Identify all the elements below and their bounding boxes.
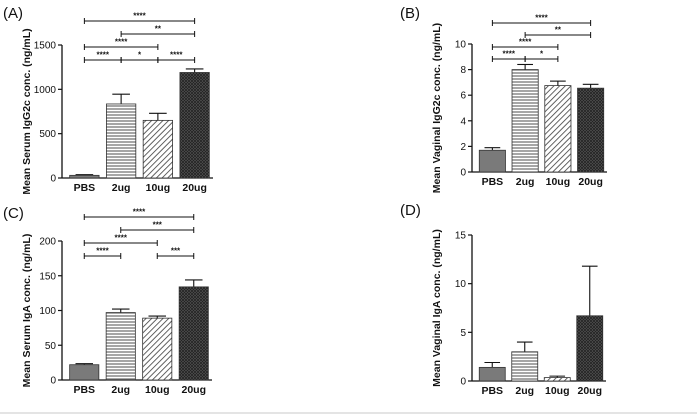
bar-10ug [142, 119, 173, 179]
y-tick-label: 2 [460, 142, 466, 153]
x-category-label: 20ug [181, 384, 206, 396]
x-category-label: 2ug [516, 176, 535, 188]
bar-PBS [69, 174, 100, 179]
y-tick-label: 0 [460, 168, 466, 179]
significance-label: **** [503, 50, 516, 59]
x-category-label: PBS [74, 182, 96, 194]
x-category-label: 2ug [111, 384, 130, 396]
bar-10ug [544, 85, 572, 173]
y-tick-label: 8 [460, 65, 466, 76]
x-category-label: 10ug [545, 385, 570, 397]
x-category-label: 20ug [182, 182, 207, 194]
y-tick-label: 0 [460, 377, 466, 388]
y-tick-label: 100 [39, 306, 56, 317]
chart-panel-3: (D) 0 5 10 15 Mean Vaginal IgA conc. (ng/mL) P… [400, 202, 606, 397]
significance-label: **** [535, 14, 548, 23]
chart-panel-1: (B) 0 2 4 6 8 10 Mean Vaginal IgG2c conc. (ng/m… [400, 5, 607, 193]
bar-20ug [576, 315, 604, 382]
y-axis-title: Mean Serum IgA conc. (ng/mL) [21, 234, 33, 388]
panel-label: (D) [400, 202, 421, 219]
significance-label: **** [133, 12, 146, 21]
x-category-label: 2ug [112, 182, 131, 194]
y-tick-label: 1500 [34, 41, 57, 52]
significance-label: **** [133, 208, 146, 217]
significance-label: **** [96, 247, 109, 256]
y-tick-label: 1000 [34, 85, 57, 96]
significance-label: * [540, 50, 544, 59]
significance-label: **** [115, 38, 128, 47]
x-category-label: 20ug [578, 176, 603, 188]
y-tick-label: 10 [455, 40, 467, 51]
y-tick-label: 15 [455, 231, 467, 242]
bar-2ug [106, 103, 137, 179]
chart-panel-2: (C) 0 50 100 150 200 Mean Serum IgA conc. (ng/… [3, 205, 212, 396]
bar-2ug [511, 69, 539, 173]
y-axis-title: Mean Vaginal IgG2c conc. (ng/mL) [431, 23, 443, 193]
x-category-label: 20ug [577, 385, 602, 397]
bar-PBS [478, 149, 506, 173]
x-category-label: PBS [481, 385, 503, 397]
bar-20ug [179, 72, 210, 179]
x-category-label: PBS [482, 176, 504, 188]
y-tick-label: 50 [45, 341, 57, 352]
bar-20ug [577, 87, 605, 173]
bar-20ug [178, 286, 209, 381]
x-category-label: 10ug [546, 176, 571, 188]
x-category-label: 10ug [145, 384, 170, 396]
significance-label: **** [519, 38, 532, 47]
panel-label: (A) [3, 5, 23, 22]
y-tick-label: 5 [460, 328, 466, 339]
y-tick-label: 150 [39, 271, 56, 282]
bar-2ug [105, 312, 136, 381]
y-tick-label: 0 [50, 376, 56, 387]
y-axis-title: Mean Vaginal IgA conc. (ng/mL) [431, 229, 443, 387]
significance-label: **** [97, 51, 110, 60]
significance-label: * [138, 51, 142, 60]
y-tick-label: 200 [39, 237, 56, 248]
x-category-label: 2ug [515, 385, 534, 397]
significance-label: *** [153, 221, 163, 230]
x-category-label: 10ug [146, 182, 171, 194]
bar-2ug [511, 351, 539, 382]
y-tick-label: 4 [460, 116, 466, 127]
y-axis-title: Mean Serum IgG2c conc. (ng/mL) [21, 28, 33, 194]
significance-label: ** [155, 25, 162, 34]
significance-label: ** [555, 26, 562, 35]
significance-label: **** [115, 234, 128, 243]
panel-label: (B) [400, 5, 420, 22]
significance-label: *** [171, 247, 181, 256]
y-tick-label: 10 [455, 279, 467, 290]
y-tick-label: 500 [39, 129, 56, 140]
bar-10ug [543, 377, 571, 382]
y-tick-label: 0 [50, 174, 56, 185]
panel-label: (C) [3, 205, 24, 222]
bar-10ug [142, 317, 173, 381]
y-tick-label: 6 [460, 91, 466, 102]
bar-PBS [478, 366, 506, 382]
x-category-label: PBS [73, 384, 95, 396]
bar-PBS [69, 364, 100, 381]
significance-label: **** [170, 51, 183, 60]
